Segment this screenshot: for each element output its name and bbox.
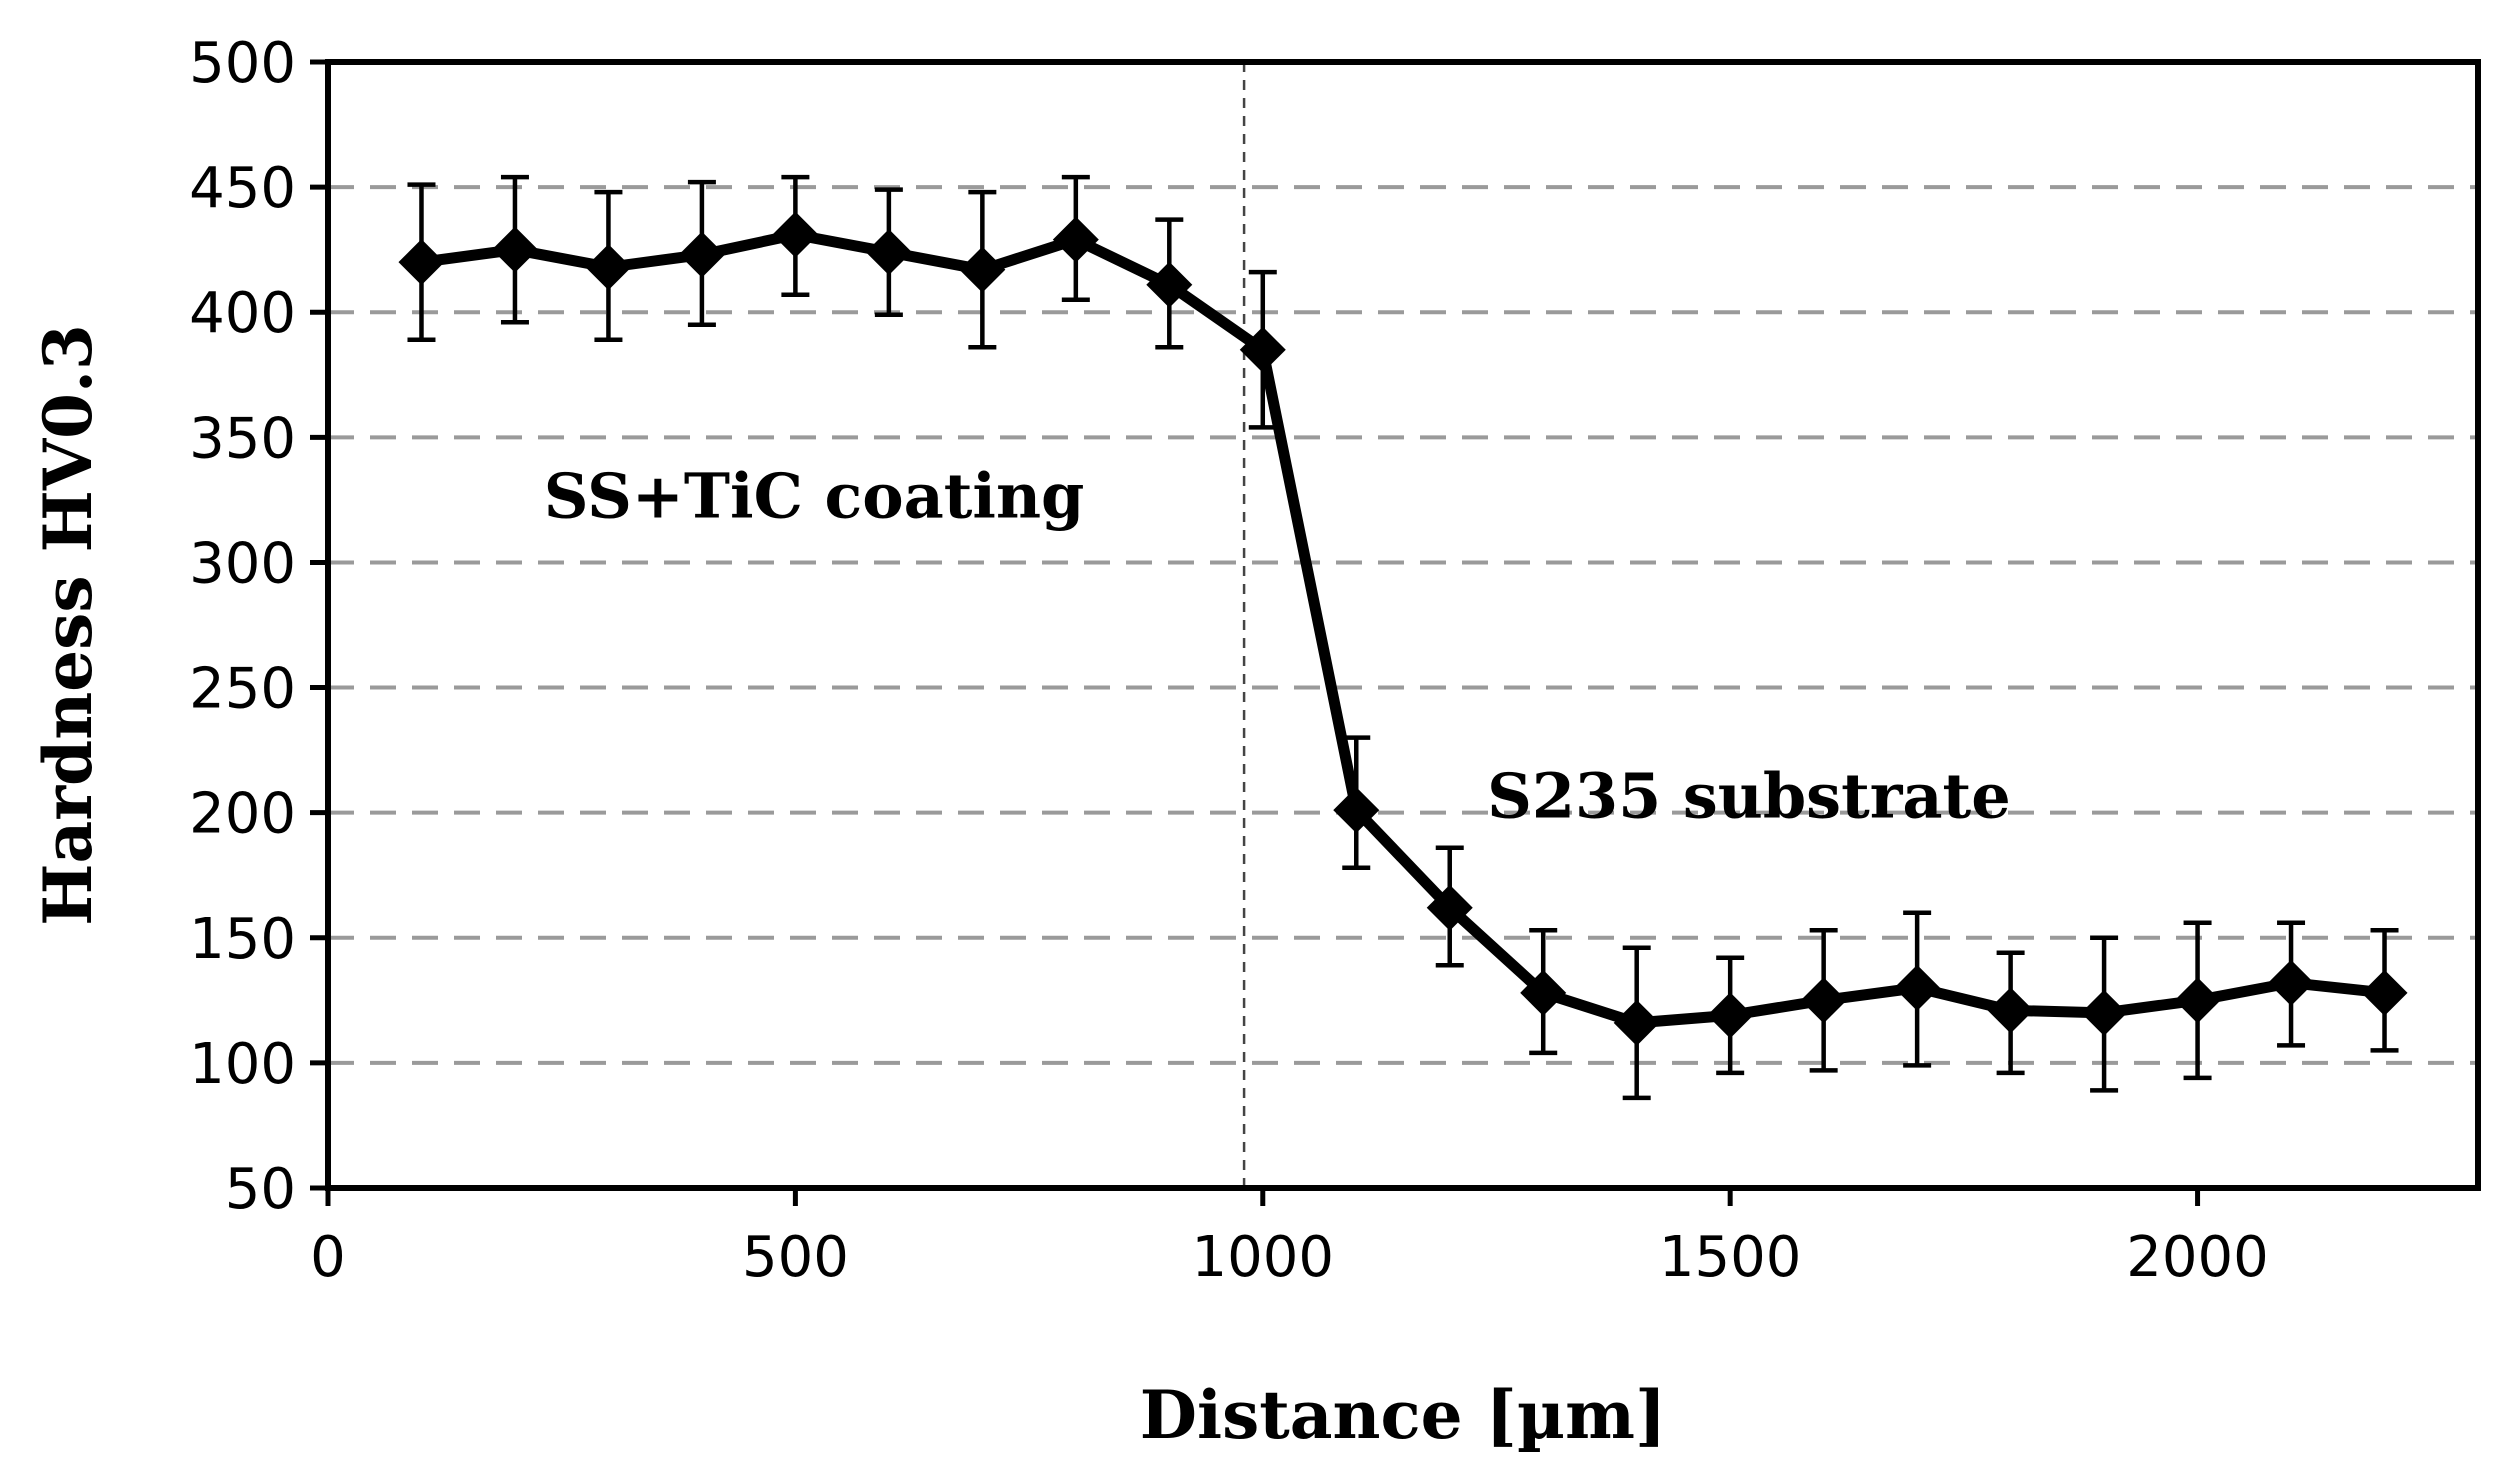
plot-area-frame: [325, 59, 2481, 1191]
annotation-label-1: S235 substrate: [1487, 760, 2011, 833]
y-tick-label-450: 450: [189, 156, 296, 221]
series-line: [420, 229, 2386, 1029]
y-tick-label-50: 50: [225, 1157, 296, 1222]
axis-ticks: 50 100 150 200 250 300 350 400 450 500 0 500 1000 150…: [189, 31, 2269, 1290]
x-tick-label-0: 0: [310, 1225, 346, 1290]
x-tick-label-2000: 2000: [2126, 1225, 2269, 1290]
x-tick-label-1000: 1000: [1192, 1225, 1335, 1290]
y-tick-label-150: 150: [189, 907, 296, 972]
y-tick-label-400: 400: [189, 281, 296, 346]
series-0: [398, 174, 2408, 1101]
data-point-marker: [585, 244, 632, 291]
series-group: [398, 174, 2408, 1101]
grid-lines: [328, 185, 2478, 1065]
data-point-marker: [1987, 987, 2034, 1034]
data-point-marker: [398, 239, 445, 286]
data-point-marker: [1239, 326, 1286, 373]
data-point-marker: [865, 229, 912, 276]
data-point-marker: [2081, 989, 2128, 1036]
data-point-marker: [1146, 261, 1193, 308]
y-axis-title: Hardness HV0.3: [29, 324, 107, 926]
data-point-marker: [2361, 969, 2408, 1016]
x-axis-title: Distance [µm]: [1140, 1376, 1666, 1454]
data-point-marker: [1520, 969, 1567, 1016]
data-point-marker: [1894, 964, 1941, 1011]
data-point-marker: [1052, 216, 1099, 263]
data-point-marker: [2174, 977, 2221, 1024]
data-point-marker: [772, 211, 819, 258]
data-point-marker: [2268, 959, 2315, 1006]
y-tick-label-100: 100: [189, 1032, 296, 1097]
annotations: SS+TiC coating S235 substrate: [544, 459, 2011, 832]
y-tick-label-350: 350: [189, 406, 296, 471]
data-point-marker: [1333, 787, 1380, 834]
data-point-marker: [1613, 999, 1660, 1046]
data-point-marker: [678, 231, 725, 278]
annotation-label-0: SS+TiC coating: [544, 459, 1085, 532]
y-tick-label-250: 250: [189, 657, 296, 722]
y-tick-label-200: 200: [189, 782, 296, 847]
y-tick-label-500: 500: [189, 31, 296, 96]
y-tick-label-300: 300: [189, 531, 296, 596]
x-tick-label-1500: 1500: [1659, 1225, 1802, 1290]
data-point-marker: [959, 246, 1006, 293]
x-tick-label-500: 500: [742, 1225, 849, 1290]
data-point-marker: [491, 226, 538, 273]
data-point-marker: [1707, 992, 1754, 1039]
data-point-marker: [1426, 884, 1473, 931]
data-point-marker: [1800, 977, 1847, 1024]
